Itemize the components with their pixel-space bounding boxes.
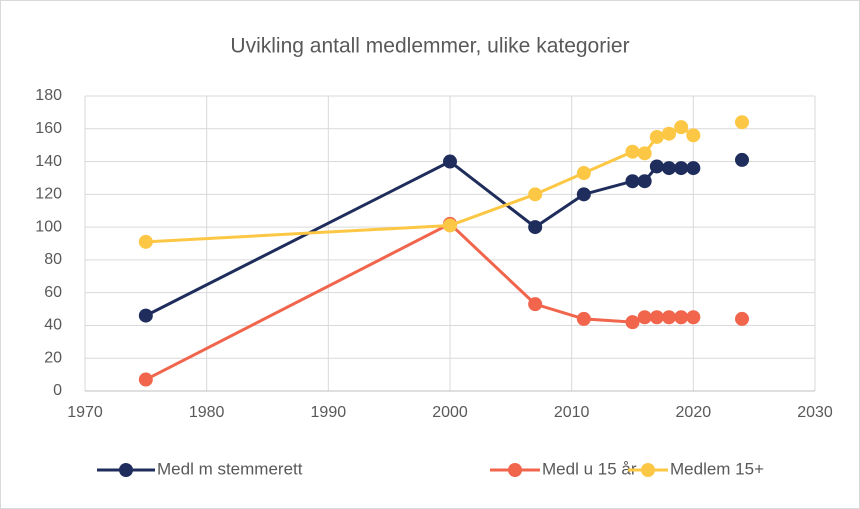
data-point — [576, 311, 591, 326]
data-point — [649, 310, 664, 325]
data-point — [443, 218, 457, 233]
x-tick-label: 1980 — [189, 404, 225, 421]
data-point — [528, 297, 543, 312]
data-point — [735, 152, 749, 167]
data-point — [625, 315, 640, 330]
data-point — [649, 129, 664, 144]
data-point — [576, 187, 591, 202]
data-point — [662, 161, 676, 176]
data-point — [528, 220, 543, 235]
y-tick-label: 0 — [53, 382, 62, 399]
legend-marker — [508, 463, 522, 477]
data-point — [735, 311, 749, 326]
y-tick-label: 60 — [44, 284, 62, 301]
data-point — [443, 154, 457, 169]
data-point — [686, 128, 701, 143]
data-point — [637, 146, 652, 161]
data-point — [674, 120, 689, 135]
x-tick-label: 2020 — [676, 404, 712, 421]
legend-marker — [641, 463, 655, 477]
y-tick-label: 80 — [44, 251, 62, 268]
data-point — [662, 126, 676, 141]
data-point — [674, 161, 689, 176]
data-point — [637, 174, 652, 189]
chart-title: Uvikling antall medlemmer, ulike kategor… — [230, 35, 629, 58]
data-point — [625, 144, 640, 159]
y-tick-label: 180 — [35, 87, 62, 104]
y-tick-label: 120 — [35, 186, 62, 203]
x-tick-label: 2030 — [797, 404, 833, 421]
legend-label: Medlem 15+ — [670, 459, 764, 478]
y-tick-label: 40 — [44, 317, 62, 334]
data-point — [686, 310, 701, 325]
legend-label: Medl m stemmerett — [157, 459, 303, 478]
data-point — [735, 115, 749, 130]
x-tick-label: 1970 — [67, 404, 103, 421]
data-point — [625, 174, 640, 189]
legend-marker — [119, 463, 133, 477]
data-point — [576, 166, 591, 181]
data-point — [528, 187, 543, 202]
y-tick-label: 20 — [44, 349, 62, 366]
data-point — [686, 161, 701, 176]
data-point — [649, 159, 664, 174]
data-point — [138, 234, 153, 249]
data-point — [662, 310, 676, 325]
y-tick-label: 160 — [35, 120, 62, 137]
data-point — [138, 308, 153, 323]
data-point — [138, 372, 153, 387]
data-point — [637, 310, 652, 325]
x-tick-label: 2000 — [432, 404, 468, 421]
x-tick-label: 1990 — [311, 404, 347, 421]
x-tick-label: 2010 — [554, 404, 590, 421]
data-point — [674, 310, 689, 325]
y-tick-label: 140 — [35, 153, 62, 170]
legend-label: Medl u 15 år — [542, 459, 637, 478]
y-tick-label: 100 — [35, 218, 62, 235]
